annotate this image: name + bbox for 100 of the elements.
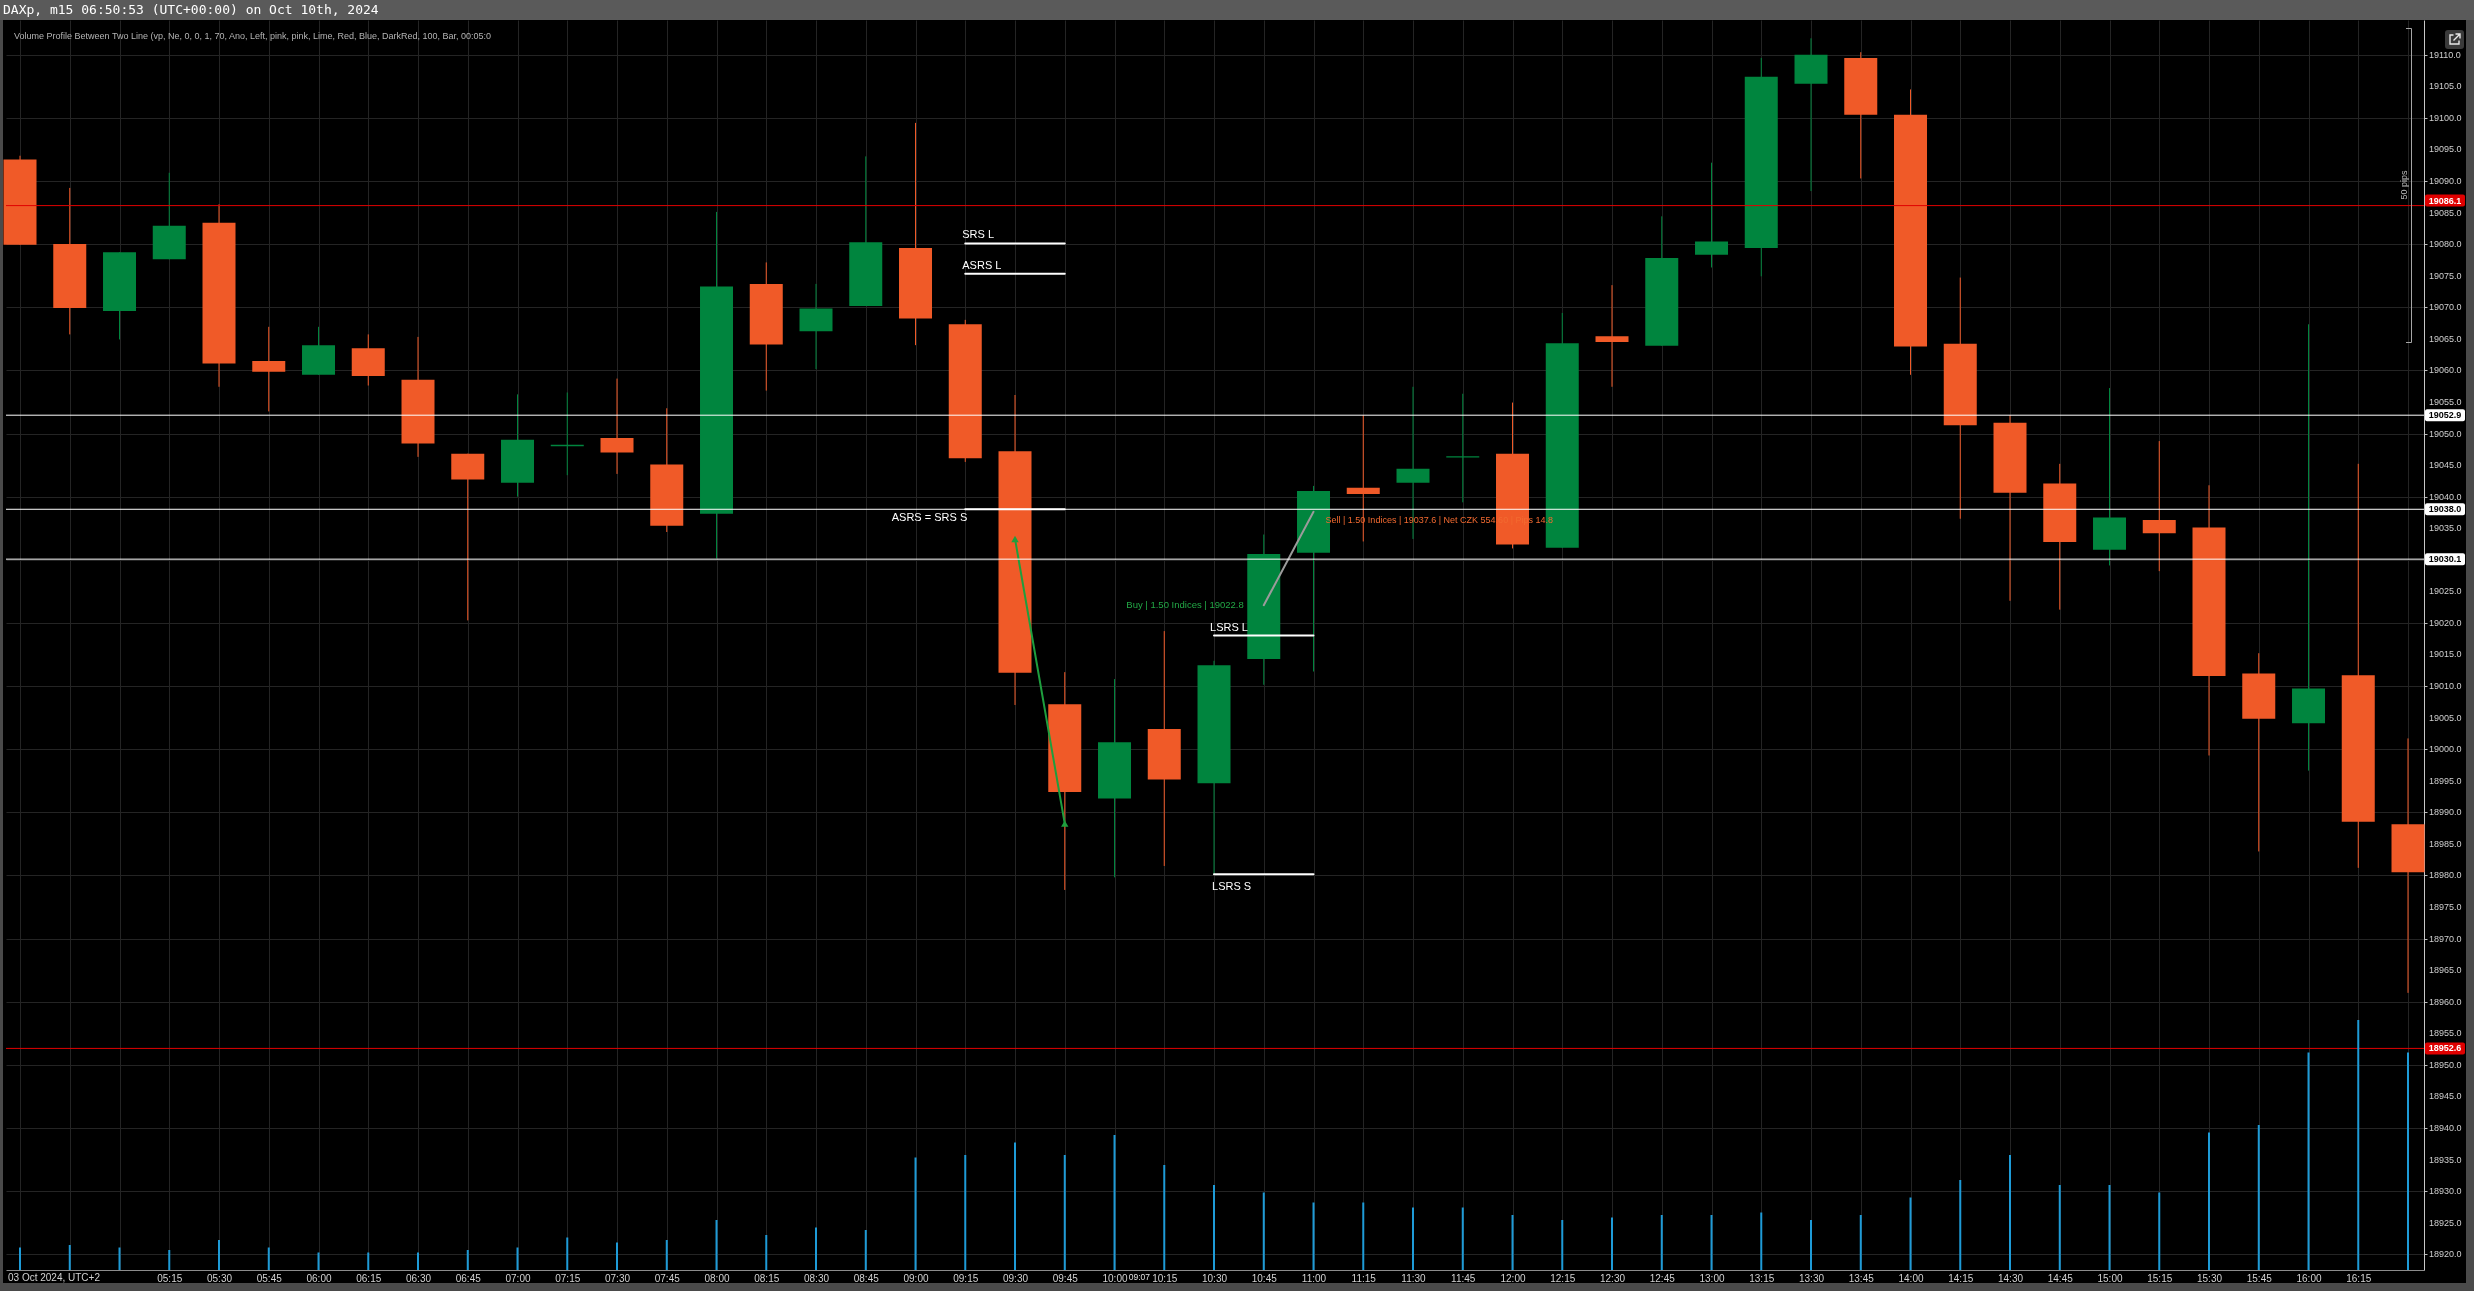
y-tick-label: 19110.0 bbox=[2429, 49, 2461, 60]
y-tick-label: 18965.0 bbox=[2429, 965, 2462, 976]
x-tick-label: 10:15 bbox=[1152, 1272, 1178, 1284]
x-tick-label: 07:30 bbox=[604, 1272, 631, 1284]
ref-line-label: 19030.1 bbox=[2428, 554, 2462, 565]
bar bbox=[118, 1247, 121, 1270]
bar bbox=[2357, 1020, 2360, 1270]
candlestick bbox=[600, 378, 634, 475]
y-tick-label: 18955.0 bbox=[2429, 1028, 2462, 1039]
y-tick-label: 19095.0 bbox=[2429, 144, 2462, 155]
y-tick-label: 19090.0 bbox=[2429, 175, 2462, 186]
y-tick-label: 18985.0 bbox=[2429, 838, 2462, 849]
bar bbox=[1909, 1197, 1912, 1270]
annotation: 50 pips bbox=[2399, 169, 2409, 200]
ref-line-label: 19038.0 bbox=[2428, 504, 2462, 515]
x-tick-label: 13:00 bbox=[1699, 1272, 1725, 1284]
bar bbox=[914, 1157, 917, 1270]
x-tick-label: 09:15 bbox=[953, 1272, 979, 1284]
y-tick-label: 19025.0 bbox=[2429, 586, 2462, 597]
x-tick-label: 14:00 bbox=[1898, 1272, 1924, 1284]
bar bbox=[715, 1220, 718, 1270]
bar bbox=[2158, 1192, 2161, 1270]
x-tick-label: 09:30 bbox=[1002, 1272, 1029, 1284]
bar bbox=[1760, 1212, 1763, 1270]
y-tick-label: 19060.0 bbox=[2429, 365, 2462, 376]
bar bbox=[964, 1155, 967, 1270]
bar bbox=[566, 1237, 569, 1270]
x-tick-label: 08:00 bbox=[704, 1272, 730, 1284]
x-tick-label: 11:00 bbox=[1301, 1272, 1327, 1284]
bar bbox=[1113, 1135, 1116, 1270]
bar bbox=[1561, 1220, 1564, 1270]
bar bbox=[765, 1235, 768, 1270]
y-tick-label: 18930.0 bbox=[2429, 1186, 2462, 1197]
y-tick-label: 19035.0 bbox=[2429, 523, 2462, 534]
y-tick-label: 19075.0 bbox=[2429, 270, 2462, 281]
x-tick-label: 16:00 bbox=[2296, 1272, 2322, 1284]
y-tick-label: 19040.0 bbox=[2429, 491, 2462, 502]
x-tick-label: 06:30 bbox=[405, 1272, 432, 1284]
bar bbox=[2058, 1185, 2061, 1270]
bar bbox=[1014, 1142, 1017, 1270]
y-tick-label: 18920.0 bbox=[2429, 1249, 2462, 1260]
text: 09:07 bbox=[1128, 1272, 1151, 1282]
y-tick-label: 19055.0 bbox=[2429, 396, 2462, 407]
bar bbox=[317, 1252, 320, 1270]
bar bbox=[466, 1250, 469, 1270]
candlestick bbox=[1695, 162, 1729, 268]
x-tick-label: 14:45 bbox=[2047, 1272, 2074, 1284]
bar bbox=[1660, 1215, 1663, 1270]
bar bbox=[218, 1240, 221, 1270]
bar bbox=[1163, 1165, 1166, 1270]
y-tick-label: 19080.0 bbox=[2429, 239, 2462, 250]
bar bbox=[1511, 1215, 1514, 1270]
y-tick-label: 18980.0 bbox=[2429, 870, 2462, 881]
y-tick-label: 19020.0 bbox=[2429, 617, 2462, 628]
x-tick-label: 12:00 bbox=[1500, 1272, 1526, 1284]
bar bbox=[1262, 1192, 1265, 1270]
text: 03 Oct 2024, UTC+2 bbox=[8, 1272, 101, 1283]
bar bbox=[2407, 1052, 2410, 1270]
bar bbox=[68, 1245, 71, 1270]
bar bbox=[2257, 1125, 2260, 1270]
bar bbox=[1461, 1207, 1464, 1270]
y-tick-label: 19005.0 bbox=[2429, 712, 2462, 723]
candlestick bbox=[2142, 440, 2176, 572]
bar bbox=[267, 1247, 270, 1270]
ref-line-label: 19086.1 bbox=[2428, 195, 2462, 206]
bar bbox=[1859, 1215, 1862, 1270]
ref-line-label: 18952.6 bbox=[2428, 1043, 2462, 1054]
bar bbox=[2108, 1185, 2111, 1270]
bar bbox=[1810, 1220, 1813, 1270]
bar bbox=[2009, 1155, 2012, 1270]
x-tick-label: 15:15 bbox=[2147, 1272, 2173, 1284]
y-tick-label: 18925.0 bbox=[2429, 1217, 2462, 1228]
x-tick-label: 14:30 bbox=[1997, 1272, 2024, 1284]
y-tick-label: 19010.0 bbox=[2429, 681, 2462, 692]
bar bbox=[1312, 1202, 1315, 1270]
x-tick-label: 15:30 bbox=[2196, 1272, 2223, 1284]
y-tick-label: 18975.0 bbox=[2429, 901, 2462, 912]
y-tick-label: 18995.0 bbox=[2429, 775, 2462, 786]
x-tick-label: 10:30 bbox=[1201, 1272, 1228, 1284]
annotation: SRS L bbox=[962, 228, 995, 241]
y-tick-label: 18960.0 bbox=[2429, 996, 2462, 1007]
x-tick-label: 16:15 bbox=[2346, 1272, 2372, 1284]
x-tick-label: 13:45 bbox=[1848, 1272, 1875, 1284]
bar bbox=[2307, 1052, 2310, 1270]
chart-title: DAXp, m15 06:50:53 (UTC+00:00) on Oct 10th, 2024 bbox=[0, 0, 2474, 20]
y-tick-label: 18990.0 bbox=[2429, 807, 2462, 818]
x-tick-label: 12:30 bbox=[1599, 1272, 1626, 1284]
y-tick-label: 19065.0 bbox=[2429, 333, 2462, 344]
bar bbox=[417, 1252, 420, 1270]
x-tick-label: 09:45 bbox=[1052, 1272, 1079, 1284]
x-tick-label: 12:15 bbox=[1550, 1272, 1576, 1284]
y-tick-label: 18970.0 bbox=[2429, 933, 2462, 944]
y-tick-label: 19070.0 bbox=[2429, 302, 2462, 313]
x-tick-label: 08:15 bbox=[754, 1272, 780, 1284]
x-tick-label: 05:45 bbox=[256, 1272, 283, 1284]
y-tick-label: 19100.0 bbox=[2429, 112, 2462, 123]
ref-line-label: 19052.9 bbox=[2428, 410, 2462, 421]
y-tick-label: 18940.0 bbox=[2429, 1122, 2462, 1133]
candlestick bbox=[1446, 393, 1480, 503]
x-tick-label: 15:00 bbox=[2097, 1272, 2123, 1284]
